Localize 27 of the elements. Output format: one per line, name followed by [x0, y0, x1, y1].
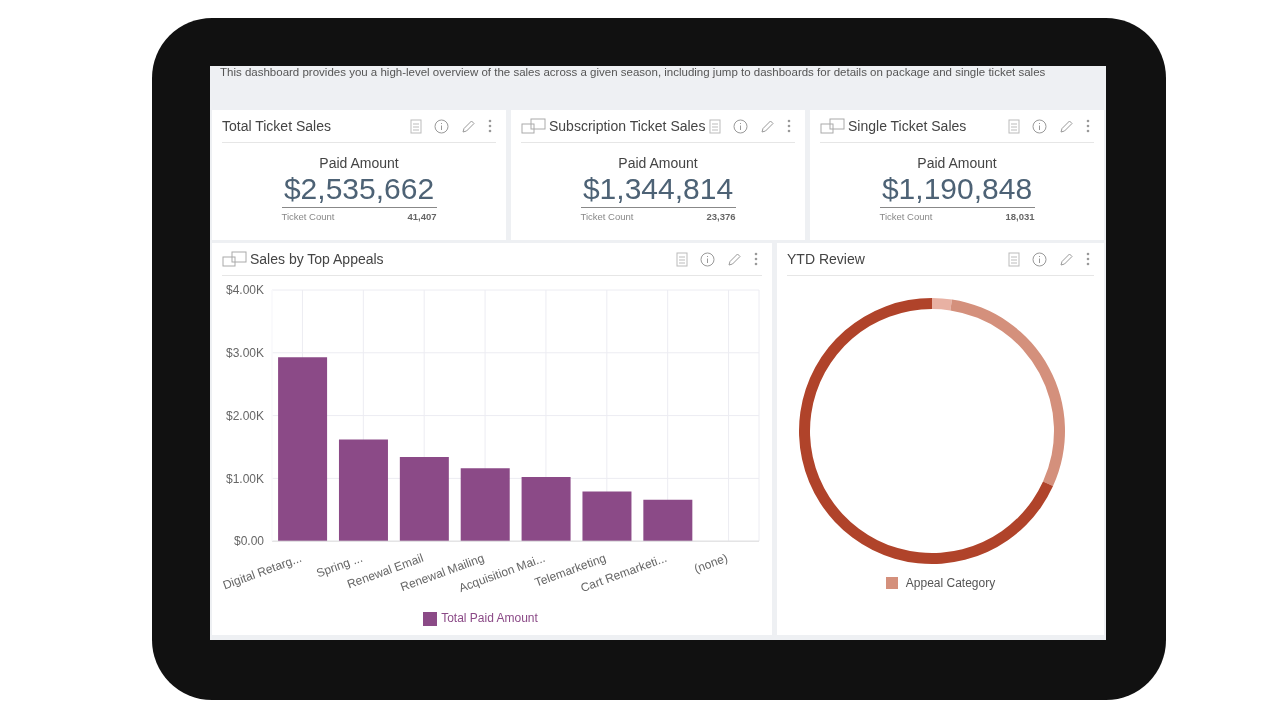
text: 23,376 — [706, 211, 736, 222]
x-tick-label: (none) — [692, 550, 730, 576]
chart-title: Sales by Top Appeals — [250, 251, 385, 267]
legend-label: Total Paid Amount — [441, 611, 538, 626]
text: $1,344,814 — [581, 171, 735, 207]
chart-title: YTD Review — [787, 251, 866, 267]
text: Paid Amount — [318, 155, 400, 171]
text: Ticket Count — [281, 211, 335, 222]
y-tick-label: $2.00K — [225, 408, 264, 423]
text: 18,031 — [1005, 211, 1035, 222]
y-tick-label: $0.00 — [233, 534, 265, 549]
text: Total Ticket Sales — [222, 118, 332, 134]
text: Paid Amount — [617, 155, 699, 171]
y-tick-label: $3.00K — [225, 346, 264, 361]
y-tick-label: $4.00K — [225, 283, 264, 298]
text: $2,535,662 — [282, 171, 436, 207]
text: $1,190,848 — [880, 171, 1034, 207]
x-tick-label: Digital Retarg... — [220, 550, 304, 593]
text: Ticket Count — [580, 211, 634, 222]
text: Paid Amount — [916, 155, 998, 171]
text: Single Ticket Sales — [848, 118, 968, 134]
text: Subscription Ticket Sales — [549, 118, 707, 134]
legend-title: Appeal Category — [905, 576, 996, 590]
text: 41,407 — [407, 211, 437, 222]
text: This dashboard provides you a high-level overview of the sales across a given season, including jump to dashboards for details on package and single ticket sales — [219, 66, 1047, 78]
text: Ticket Count — [879, 211, 933, 222]
y-tick-label: $1.00K — [225, 471, 264, 486]
